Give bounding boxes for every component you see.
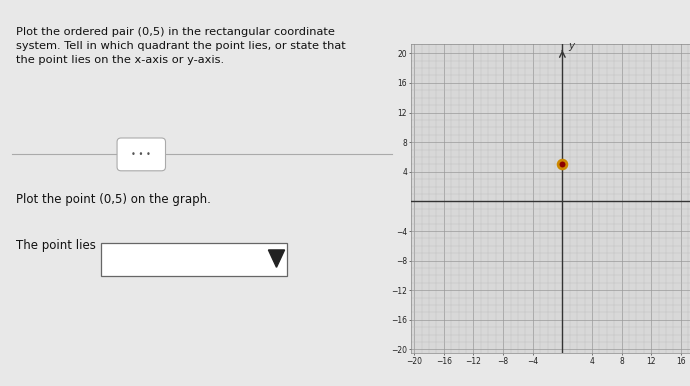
Text: •: • (413, 190, 417, 196)
Text: • • •: • • • (131, 150, 151, 159)
Text: y: y (568, 41, 574, 51)
FancyBboxPatch shape (117, 138, 166, 171)
Point (557, 161, 568, 168)
Text: •: • (413, 213, 417, 219)
Text: The point lies: The point lies (16, 239, 96, 252)
Text: •: • (413, 167, 417, 173)
Text: Plot the ordered pair (0,5) in the rectangular coordinate
system. Tell in which : Plot the ordered pair (0,5) in the recta… (16, 27, 346, 65)
Polygon shape (268, 250, 284, 267)
Text: Plot the point (0,5) on the graph.: Plot the point (0,5) on the graph. (16, 193, 211, 206)
FancyBboxPatch shape (101, 243, 286, 276)
